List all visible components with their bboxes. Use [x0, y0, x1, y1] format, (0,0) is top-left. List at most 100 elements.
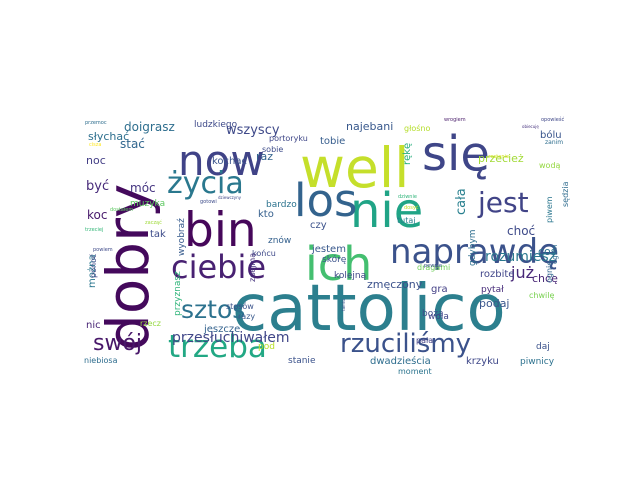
cloud-word: wrogiem — [444, 117, 466, 123]
cloud-word: wola — [428, 312, 449, 322]
cloud-word: stosów — [226, 301, 254, 311]
cloud-word: pewnie — [424, 263, 442, 269]
cloud-word: można — [87, 254, 98, 288]
cloud-word: nie — [350, 183, 423, 239]
cloud-word: niebiosa — [84, 356, 118, 365]
cloud-word: życia — [167, 166, 244, 201]
cloud-word: boża — [422, 309, 443, 319]
cloud-word: bólu — [540, 129, 562, 141]
cloud-word: tobie — [320, 136, 345, 147]
cloud-word: dziwnie — [398, 194, 417, 200]
cloud-word: dosyć — [404, 204, 419, 211]
cloud-word: swój — [93, 331, 142, 356]
cloud-word: rzecz — [140, 319, 161, 328]
cloud-word: cisza — [89, 142, 101, 148]
cloud-word: well — [300, 136, 409, 200]
cloud-word: dostałem — [110, 207, 133, 213]
cloud-word: obiecuję — [522, 124, 539, 129]
cloud-word: bardzo — [266, 200, 297, 210]
cloud-word: najebani — [346, 120, 393, 133]
cloud-word: pytał — [481, 285, 504, 295]
cloud-word: piwnicy — [520, 357, 555, 367]
cloud-word: trzeciej — [85, 227, 103, 233]
cloud-word: tamto — [341, 299, 346, 311]
cloud-word: choć — [507, 224, 535, 238]
cloud-word: cattolico — [232, 272, 506, 346]
cloud-word: pod — [258, 342, 275, 352]
cloud-word: doigrasz — [124, 120, 175, 134]
cloud-word: ogień — [551, 245, 559, 264]
cloud-word: ludzkiego — [194, 120, 238, 130]
cloud-word: ich — [305, 237, 372, 291]
cloud-word: przemoc — [85, 120, 107, 126]
cloud-word: coś — [538, 245, 557, 258]
cloud-word: być — [86, 179, 109, 194]
cloud-word: powiem — [93, 247, 113, 253]
cloud-word: chwilę — [529, 291, 554, 300]
cloud-word: dragami — [417, 263, 450, 272]
cloud-word: zostanie — [488, 154, 509, 160]
cloud-word: noc — [86, 154, 106, 167]
cloud-word: nic — [86, 320, 101, 331]
cloud-word: wyobraź — [177, 218, 187, 256]
cloud-word: sztos — [181, 295, 245, 324]
cloud-word: słychać — [88, 130, 129, 143]
cloud-word: tak — [150, 229, 166, 240]
cloud-word: opowieść — [541, 116, 564, 123]
cloud-word: wodą — [539, 161, 561, 170]
cloud-word: jestem — [311, 244, 346, 255]
cloud-word: móc — [130, 181, 156, 195]
cloud-word: gdybym — [468, 229, 478, 266]
cloud-word: wszyscy — [226, 123, 280, 138]
cloud-word: ognie — [545, 261, 554, 283]
cloud-word: daj — [536, 342, 550, 352]
cloud-word: końcu — [252, 249, 276, 258]
cloud-word: sobie — [262, 145, 283, 154]
cloud-word: czy — [310, 220, 327, 231]
cloud-word: sędzia — [561, 181, 570, 207]
cloud-word: głośno — [404, 123, 430, 133]
cloud-word: los — [294, 174, 357, 227]
cloud-word: cała — [454, 188, 469, 215]
cloud-word: ciebie — [171, 248, 266, 286]
cloud-word: zmęczony — [367, 278, 423, 291]
cloud-word: zdejmą — [248, 253, 257, 282]
cloud-word: przesłuchiwałem — [172, 330, 289, 346]
cloud-word: piwem — [545, 196, 554, 223]
cloud-word: krzyku — [466, 356, 499, 367]
cloud-word: trzeba — [168, 329, 267, 365]
cloud-word: moment — [398, 367, 432, 376]
cloud-word: raz — [256, 150, 273, 163]
cloud-word: gotowi — [200, 199, 217, 205]
cloud-word: koc — [87, 208, 107, 222]
cloud-word: dwadzieścia — [370, 355, 431, 367]
cloud-word: pala — [416, 336, 433, 345]
cloud-word: razy — [238, 312, 255, 321]
cloud-word: stanie — [288, 356, 316, 366]
cloud-word: zanim — [545, 139, 563, 146]
cloud-word: rzuciliśmy — [340, 329, 471, 359]
cloud-word: przyznasz — [173, 271, 183, 316]
cloud-word: now — [178, 136, 265, 185]
cloud-word: gra — [431, 284, 448, 295]
cloud-word: muzyka — [130, 199, 165, 209]
cloud-word: jest — [477, 186, 529, 219]
cloud-word: jeszcze — [203, 324, 240, 335]
cloud-word: rękę — [402, 143, 413, 165]
cloud-word: skórę — [322, 254, 347, 265]
cloud-word: ponoć — [88, 254, 98, 278]
cloud-word: przecież — [478, 152, 524, 165]
cloud-word: rozbite — [480, 269, 514, 280]
cloud-word: tutaj — [397, 216, 415, 225]
cloud-word: kto — [258, 209, 274, 220]
cloud-word: dziewczyny — [218, 195, 242, 200]
cloud-word: znów — [268, 235, 291, 246]
cloud-word: portoryku — [269, 134, 308, 143]
cloud-word: stać — [120, 137, 145, 151]
cloud-word: dobry — [94, 184, 162, 351]
cloud-word: się — [422, 126, 490, 182]
cloud-word: zacząć — [145, 219, 162, 226]
cloud-word: naprawdę — [390, 232, 559, 272]
